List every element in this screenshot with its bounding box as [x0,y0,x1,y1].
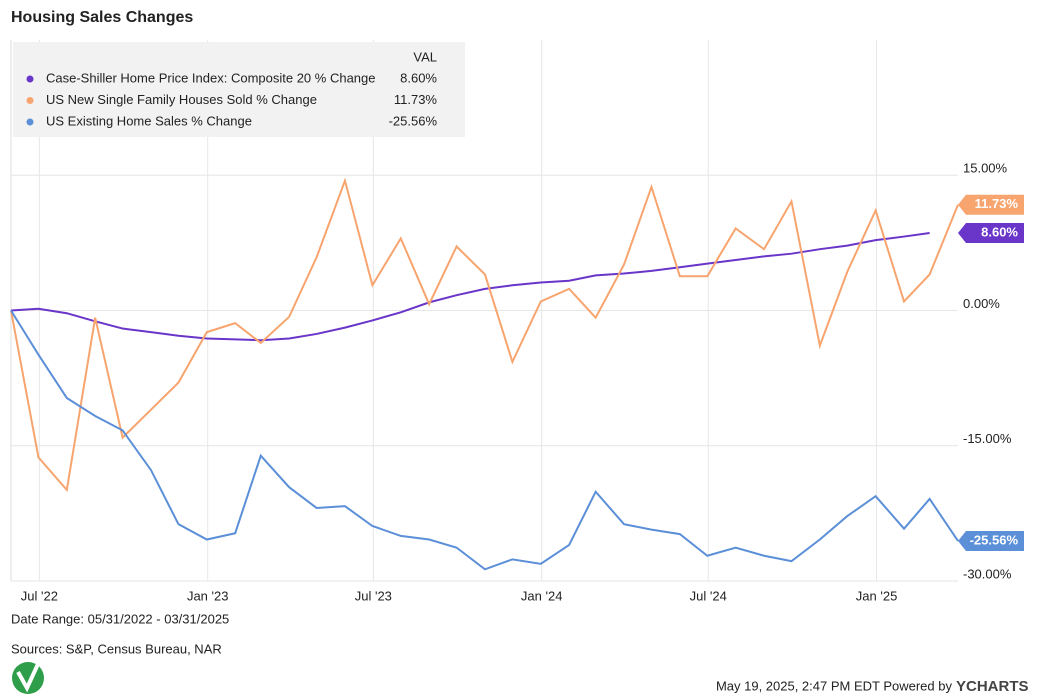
x-tick-label: Jul '23 [355,588,392,603]
x-tick-label: Jan '23 [187,588,229,603]
end-tag-label: -25.56% [970,532,1019,547]
legend-label: Case-Shiller Home Price Index: Composite… [46,70,376,85]
series-line [10,231,930,342]
x-tick-label: Jan '24 [521,588,563,603]
series-line [10,309,959,571]
y-tick-label: 15.00% [963,161,1008,176]
legend-value: -25.56% [389,113,438,128]
legend-box [13,42,465,137]
legend-header: VAL [413,49,437,64]
legend-value: 8.60% [400,70,437,85]
legend-label: US Existing Home Sales % Change [46,113,252,128]
end-tag-label: 11.73% [975,196,1019,211]
legend-marker [26,118,34,126]
y-tick-label: -30.00% [963,566,1012,581]
legend-marker [26,97,34,104]
series-line [10,177,959,493]
x-tick-label: Jan '25 [856,588,898,603]
x-tick-label: Jul '24 [690,588,727,603]
legend-value: 11.73% [394,92,438,107]
timestamp: May 19, 2025, 2:47 PM EDT Powered by [716,678,953,693]
logo [12,662,44,694]
legend-label: US New Single Family Houses Sold % Chang… [46,92,317,107]
legend-marker [26,75,34,83]
brand: YCHARTS [956,678,1029,695]
end-tag [958,530,1024,551]
sources: Sources: S&P, Census Bureau, NAR [11,641,222,656]
end-tag [958,194,1024,215]
chart-title: Housing Sales Changes [11,9,193,26]
x-tick-label: Jul '22 [21,588,58,603]
end-tag [958,222,1024,243]
y-tick-label: -15.00% [963,431,1012,446]
end-tag-label: 8.60% [981,224,1018,239]
date-range: Date Range: 05/31/2022 - 03/31/2025 [11,611,229,626]
y-tick-label: 0.00% [963,296,1000,311]
